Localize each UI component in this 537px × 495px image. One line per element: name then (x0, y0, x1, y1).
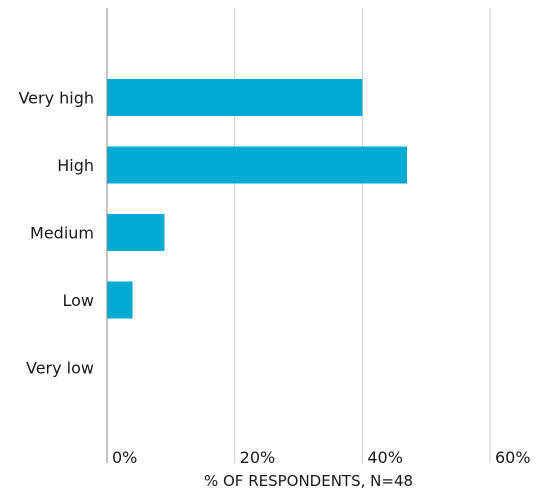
category-labels: Very high High Medium Low Very low (18, 89, 94, 378)
gridlines (234, 8, 491, 463)
x-tick-labels: 0% 20% 40% 60% (112, 448, 531, 467)
category-label: Medium (30, 224, 94, 243)
bar-high (107, 146, 408, 184)
category-label: Low (62, 291, 94, 310)
bar-medium (107, 214, 165, 251)
category-label: Very low (26, 359, 94, 378)
x-tick-label: 60% (495, 448, 531, 467)
bars (107, 79, 408, 319)
x-tick-label: 20% (240, 448, 276, 467)
bar-low (107, 281, 133, 319)
x-tick-label: 40% (367, 448, 403, 467)
x-axis-title: % OF RESPONDENTS, N=48 (204, 472, 413, 490)
x-tick-label: 0% (112, 448, 137, 467)
category-label: Very high (18, 89, 94, 108)
category-label: High (57, 156, 94, 175)
bar-very-high (107, 79, 363, 116)
